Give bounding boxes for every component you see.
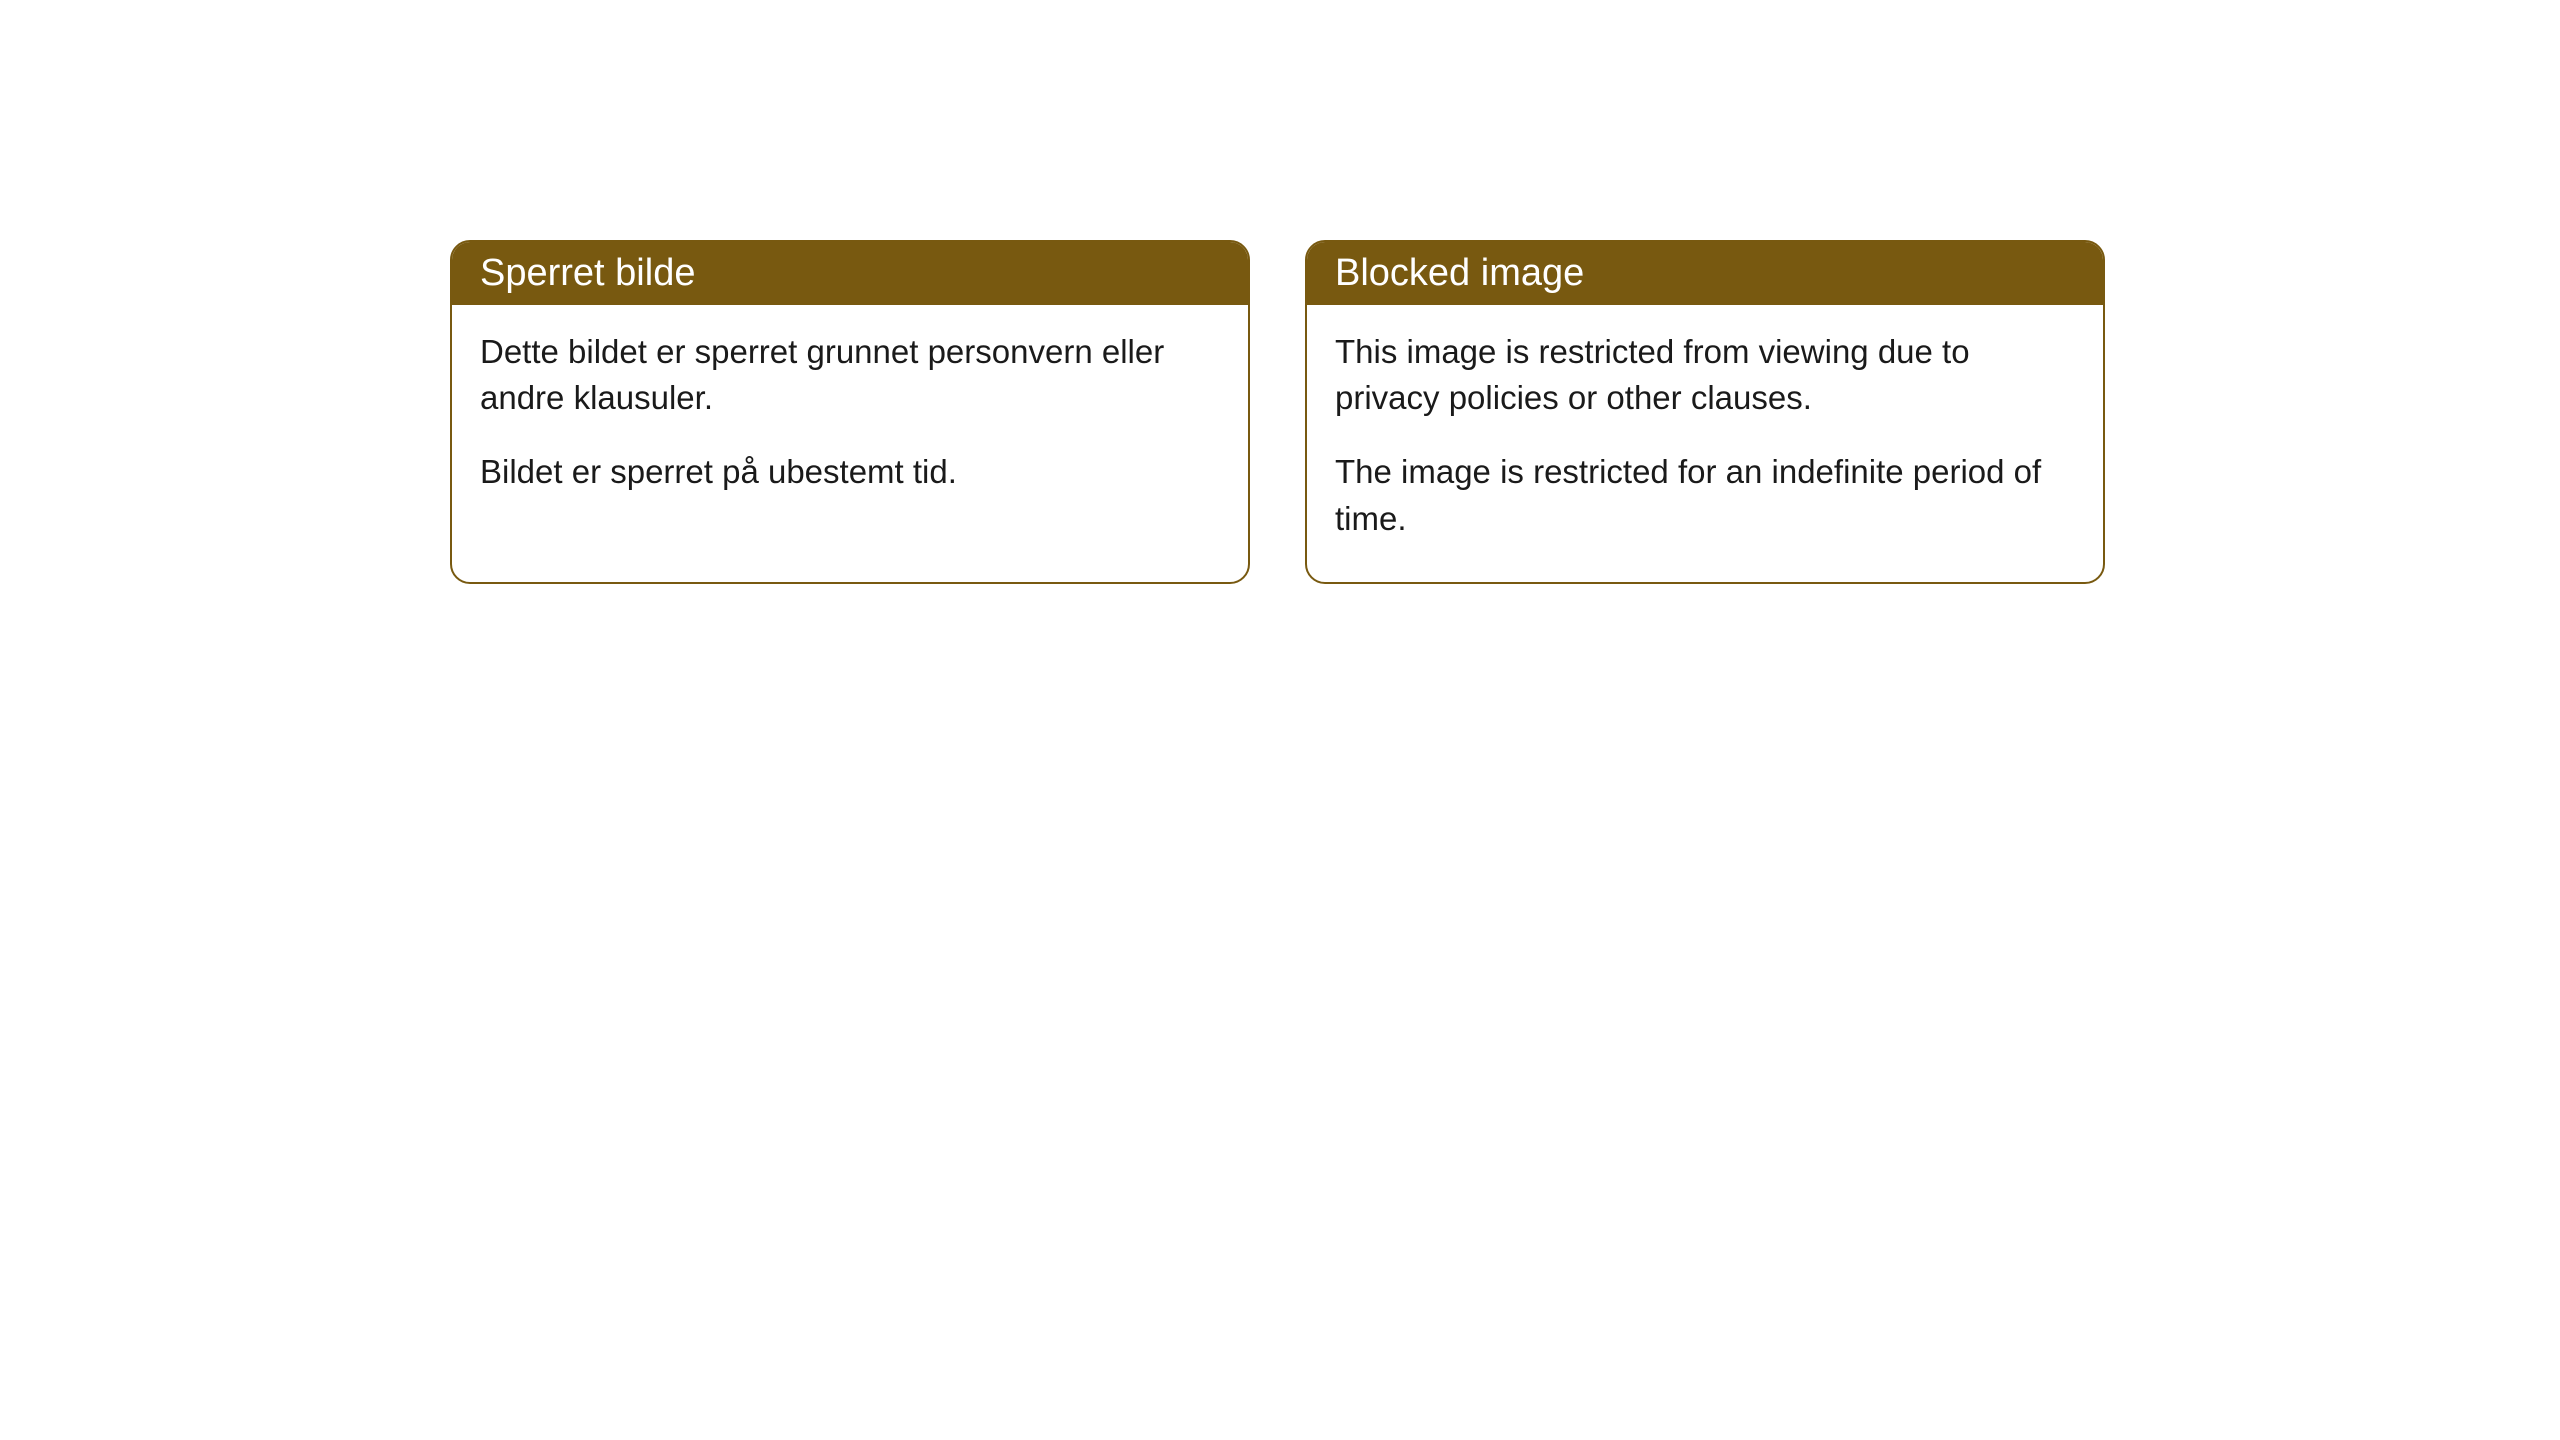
notice-paragraph-2: The image is restricted for an indefinit… [1335, 449, 2075, 541]
card-body: This image is restricted from viewing du… [1307, 305, 2103, 582]
card-header: Blocked image [1307, 242, 2103, 305]
card-body: Dette bildet er sperret grunnet personve… [452, 305, 1248, 536]
notice-paragraph-1: Dette bildet er sperret grunnet personve… [480, 329, 1220, 421]
notice-paragraph-1: This image is restricted from viewing du… [1335, 329, 2075, 421]
notice-card-english: Blocked image This image is restricted f… [1305, 240, 2105, 584]
card-header: Sperret bilde [452, 242, 1248, 305]
notice-card-norwegian: Sperret bilde Dette bildet er sperret gr… [450, 240, 1250, 584]
notice-paragraph-2: Bildet er sperret på ubestemt tid. [480, 449, 1220, 495]
notice-cards-container: Sperret bilde Dette bildet er sperret gr… [450, 240, 2110, 584]
